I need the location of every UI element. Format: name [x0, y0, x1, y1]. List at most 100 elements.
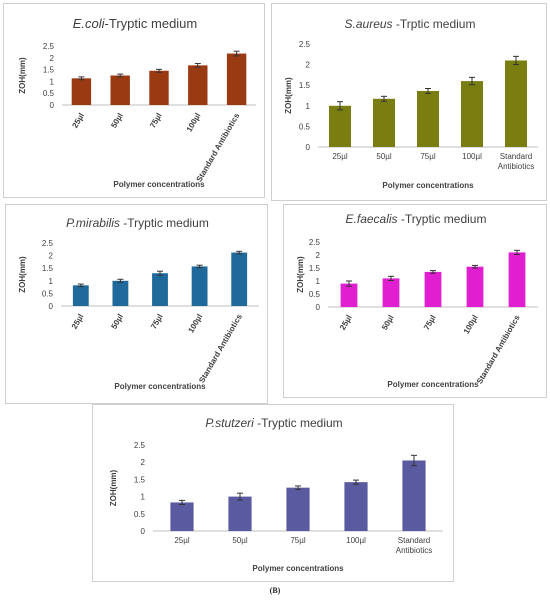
bar — [226, 53, 247, 105]
y-tick-label: 0.5 — [309, 290, 321, 299]
y-tick-label: 1.5 — [42, 264, 54, 273]
y-tick-label: 1 — [316, 277, 321, 286]
y-tick-label: 2 — [50, 54, 55, 63]
y-axis-label: ZOH(mm) — [296, 256, 305, 293]
x-tick-label: 75µl — [422, 314, 438, 332]
x-tick-label: 75µl — [148, 112, 164, 130]
bar — [286, 487, 310, 531]
chart-svg: E.faecalis -Tryptic medium 0 0.5 1 1.5 2 2.5 ZO… — [296, 212, 538, 389]
bar — [344, 482, 368, 531]
y-tick-label: 0.5 — [43, 89, 55, 98]
x-tick-label: 75µl — [420, 152, 436, 161]
chart-title-species: E.faecalis — [346, 212, 398, 226]
y-tick-label: 1 — [141, 493, 146, 502]
bar — [417, 90, 439, 147]
y-tick-label: 2 — [49, 252, 54, 261]
bar — [149, 70, 169, 105]
chart-title-medium: -Tryptic medium — [398, 212, 487, 226]
y-tick-label: 0.5 — [299, 122, 311, 131]
bar — [402, 460, 426, 531]
chart-svg: P.stutzeri -Tryptic medium 0 0.5 1 1.5 2 2.5 ZO… — [109, 416, 443, 573]
x-axis-label: Polymer concentrations — [382, 181, 474, 190]
bar — [112, 280, 129, 306]
chart-title: P.mirabilis -Tryptic medium — [66, 216, 209, 230]
x-tick-label: Antibiotics — [498, 162, 534, 171]
x-axis-label: Polymer concentrations — [252, 564, 344, 573]
x-tick-label: 50µl — [380, 314, 396, 332]
x-tick-label: Standard — [500, 152, 532, 161]
y-tick-label: 0.5 — [42, 289, 54, 298]
bar — [340, 283, 358, 307]
x-tick-label: Standard Antibiotics — [475, 313, 522, 385]
y-tick-label: 0 — [49, 302, 54, 311]
x-tick-label: Antibiotics — [396, 546, 432, 555]
chart-title-species: S.aureus — [345, 17, 393, 31]
y-tick-label: 0.5 — [134, 510, 146, 519]
y-tick-label: 1.5 — [309, 264, 321, 273]
y-tick-label: 1 — [306, 102, 311, 111]
chart-panel-saureus: S.aureus -Trptic medium 0 0.5 1 1.5 2 2.5 ZOH(m… — [271, 3, 547, 201]
y-tick-label: 2.5 — [309, 238, 321, 247]
bar — [373, 98, 395, 147]
y-tick-label: 0 — [306, 143, 311, 152]
x-tick-label: Standard Antibiotics — [195, 111, 242, 183]
y-tick-label: 2.5 — [134, 441, 146, 450]
x-axis-label: Polymer concentrations — [114, 382, 206, 391]
bar — [71, 78, 92, 105]
x-tick-label: 100µl — [186, 313, 204, 335]
chart-title: P.stutzeri -Tryptic medium — [205, 416, 342, 430]
x-tick-label: 100µl — [462, 152, 482, 161]
chart-title-species: P.mirabilis — [66, 216, 120, 230]
x-tick-label: Standard — [398, 536, 430, 545]
chart-panel-pmirabilis: P.mirabilis -Tryptic medium 0 0.5 1 1.5 2 2.5 Z… — [5, 204, 268, 404]
chart-title-medium: -Tryptic medium — [105, 16, 198, 31]
x-axis-label: Polymer concentrations — [387, 380, 479, 389]
bar — [170, 502, 194, 531]
chart-svg: P.mirabilis -Tryptic medium 0 0.5 1 1.5 2 2.5 Z… — [18, 216, 259, 391]
x-tick-label: 75µl — [149, 313, 165, 331]
x-tick-label: 50µl — [109, 112, 125, 130]
y-tick-label: 2.5 — [299, 40, 311, 49]
x-tick-label: Standard Antibiotics — [197, 312, 244, 384]
x-tick-label: 25µl — [338, 314, 354, 332]
y-axis-label: ZOH(mm) — [18, 57, 27, 94]
chart-title-medium: -Tryptic medium — [120, 216, 209, 230]
x-tick-label: 100µl — [185, 112, 203, 134]
x-axis-label: Polymer concentrations — [113, 180, 205, 189]
y-axis-label: ZOH(mm) — [18, 256, 27, 293]
bar — [329, 105, 351, 147]
bar — [188, 65, 208, 105]
chart-panel-pstutzeri: P.stutzeri -Tryptic medium 0 0.5 1 1.5 2 2.5 ZO… — [92, 404, 454, 582]
x-tick-label: 50µl — [376, 152, 392, 161]
chart-title: E.coli-Tryptic medium — [73, 16, 198, 31]
chart-title-medium: -Tryptic medium — [254, 416, 343, 430]
figure-label: (B) — [269, 586, 281, 595]
bar — [461, 81, 483, 147]
bar — [424, 271, 442, 307]
chart-title-medium: -Trptic medium — [393, 17, 476, 31]
x-tick-label: 25µl — [70, 313, 86, 331]
y-tick-label: 2.5 — [42, 239, 54, 248]
chart-title: S.aureus -Trptic medium — [345, 17, 476, 31]
y-tick-label: 1.5 — [299, 81, 311, 90]
x-tick-label: 100µl — [346, 536, 366, 545]
bar — [466, 266, 484, 307]
y-tick-label: 1 — [49, 277, 54, 286]
y-tick-label: 1.5 — [43, 66, 55, 75]
bar — [228, 496, 252, 531]
x-tick-label: 25µl — [70, 112, 86, 130]
bar — [231, 252, 248, 306]
bar — [508, 252, 526, 307]
x-tick-label: 100µl — [462, 314, 480, 336]
y-tick-label: 0 — [141, 527, 146, 536]
y-axis-label: ZOH(mm) — [109, 469, 118, 506]
chart-title-species: P.stutzeri — [205, 416, 254, 430]
x-tick-label: 50µl — [232, 536, 248, 545]
chart-svg: E.coli-Tryptic medium 0 0.5 1 1.5 2 2.5 ZOH(mm)… — [18, 16, 256, 189]
chart-title-species: E.coli — [73, 16, 106, 31]
chart-title: E.faecalis -Tryptic medium — [346, 212, 487, 226]
y-tick-label: 2 — [316, 251, 321, 260]
y-tick-label: 1.5 — [134, 475, 146, 484]
bar — [110, 75, 130, 105]
y-axis-label: ZOH(mm) — [284, 77, 293, 114]
